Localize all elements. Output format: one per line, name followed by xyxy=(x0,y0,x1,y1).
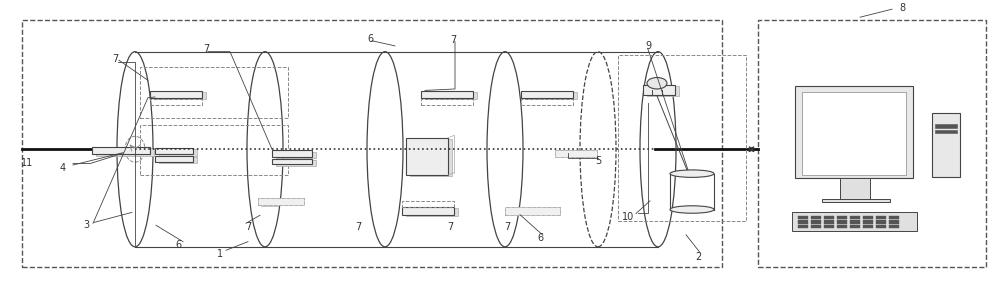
Bar xyxy=(140,125,288,175)
Bar xyxy=(889,225,899,228)
Bar xyxy=(505,207,560,215)
Bar xyxy=(837,216,847,219)
Bar xyxy=(402,201,454,207)
Text: 7: 7 xyxy=(447,222,453,232)
Bar xyxy=(889,216,899,219)
Bar xyxy=(876,216,886,219)
Bar xyxy=(276,160,316,166)
Bar xyxy=(521,91,573,98)
Bar xyxy=(421,99,473,105)
Bar xyxy=(850,225,860,228)
Bar xyxy=(555,150,597,157)
Text: 3: 3 xyxy=(83,220,89,230)
Bar xyxy=(811,216,821,219)
Bar xyxy=(876,225,886,228)
Text: 1: 1 xyxy=(217,249,223,259)
Bar xyxy=(22,20,722,267)
Bar xyxy=(863,225,873,228)
Text: 4: 4 xyxy=(60,163,66,173)
Bar xyxy=(840,178,870,201)
Text: 6: 6 xyxy=(367,34,373,44)
Text: 9: 9 xyxy=(645,42,651,51)
Bar xyxy=(811,225,821,228)
Bar xyxy=(159,157,197,163)
Bar xyxy=(863,216,873,219)
Bar xyxy=(824,216,834,219)
Bar xyxy=(811,220,821,224)
Bar xyxy=(822,199,890,202)
Text: 2: 2 xyxy=(695,252,701,262)
Bar xyxy=(276,152,316,158)
Text: 7: 7 xyxy=(203,44,209,54)
Bar xyxy=(402,207,454,215)
Text: 5: 5 xyxy=(595,156,601,166)
Text: 7: 7 xyxy=(504,222,510,232)
Bar xyxy=(421,91,473,98)
Bar xyxy=(837,220,847,224)
Bar xyxy=(258,198,304,205)
Bar xyxy=(935,130,957,133)
Bar xyxy=(618,55,746,221)
Bar xyxy=(824,220,834,224)
Text: 6: 6 xyxy=(537,233,543,243)
Bar xyxy=(406,138,448,175)
Text: 7: 7 xyxy=(245,222,251,232)
Bar xyxy=(850,220,860,224)
Bar xyxy=(410,139,452,176)
Bar xyxy=(798,220,808,224)
Bar xyxy=(795,86,913,178)
Bar xyxy=(272,150,312,157)
Bar xyxy=(154,92,206,99)
Bar xyxy=(643,85,675,95)
Text: 7: 7 xyxy=(450,35,456,44)
Bar xyxy=(155,148,193,154)
Bar xyxy=(889,220,899,224)
Bar xyxy=(932,113,960,177)
Bar xyxy=(155,156,193,162)
Text: 7: 7 xyxy=(112,54,118,64)
Bar xyxy=(647,86,679,96)
Bar xyxy=(159,149,197,156)
Bar xyxy=(837,225,847,228)
Bar xyxy=(792,212,917,231)
Bar xyxy=(798,225,808,228)
Bar xyxy=(272,159,312,164)
Text: 6: 6 xyxy=(175,240,181,249)
Bar xyxy=(850,216,860,219)
Text: 10: 10 xyxy=(622,212,634,222)
Bar xyxy=(96,148,154,156)
Bar xyxy=(150,91,202,98)
Bar xyxy=(406,208,458,216)
Text: 7: 7 xyxy=(355,222,361,232)
Bar xyxy=(863,220,873,224)
Bar xyxy=(258,198,304,205)
Bar xyxy=(802,92,906,175)
Text: 8: 8 xyxy=(899,3,905,13)
Ellipse shape xyxy=(670,170,714,177)
Bar xyxy=(935,124,957,128)
Bar xyxy=(525,92,577,99)
Bar xyxy=(425,92,477,99)
Bar xyxy=(876,220,886,224)
Bar xyxy=(798,216,808,219)
Ellipse shape xyxy=(670,206,714,213)
Bar xyxy=(505,207,560,215)
Bar xyxy=(92,147,150,154)
Bar xyxy=(140,67,288,118)
Bar xyxy=(521,99,573,105)
Bar xyxy=(150,99,202,105)
Text: 11: 11 xyxy=(21,158,33,168)
Bar xyxy=(555,150,597,157)
Bar xyxy=(758,20,986,267)
Bar xyxy=(824,225,834,228)
Ellipse shape xyxy=(647,77,667,89)
